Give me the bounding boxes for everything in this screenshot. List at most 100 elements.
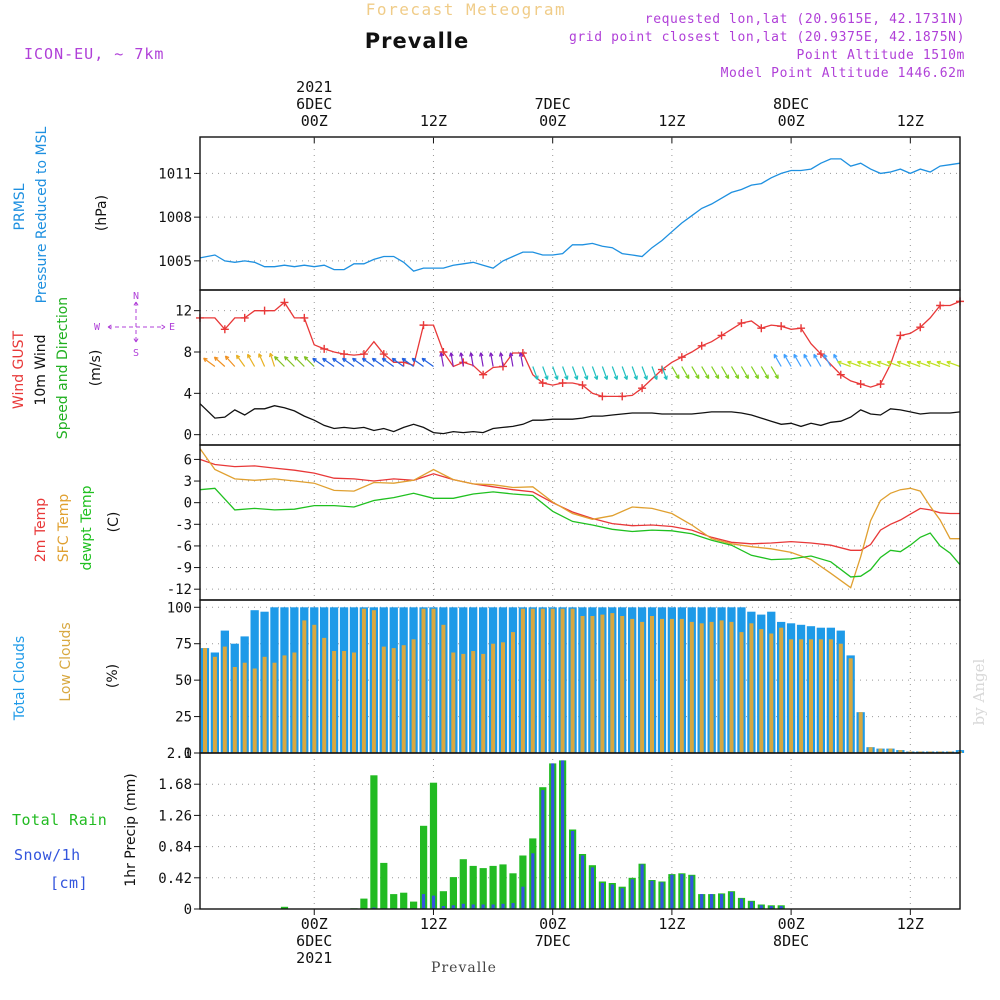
wind-arrow	[926, 360, 941, 368]
wind-arrow	[269, 352, 276, 367]
top-time-label: 12Z	[658, 112, 685, 130]
top-time-label: 00Z	[539, 112, 566, 130]
low-clouds-bar	[262, 656, 267, 753]
snow-bar	[660, 882, 664, 909]
top-time-label: 12Z	[420, 112, 447, 130]
watermark: by Angel	[970, 658, 988, 725]
wind-arrow	[552, 366, 559, 381]
prmsl-label: PRMSL	[12, 183, 28, 230]
snow-bar	[729, 891, 734, 909]
low-clouds-bar	[918, 751, 923, 753]
low-clouds-bar	[570, 608, 575, 753]
low-clouds-bar	[868, 747, 873, 753]
series-line-prmsl	[199, 158, 961, 272]
snow-bar	[541, 790, 545, 909]
low-clouds-bar	[381, 646, 386, 753]
gust-point	[379, 350, 388, 359]
low-clouds-bar	[878, 748, 883, 753]
panel-wind: 0 4 8 12	[175, 289, 964, 446]
chart-panels: 10051008101104812-12-9-6-303602550751000…	[158, 136, 965, 918]
gust-point	[737, 319, 746, 328]
wind-arrow	[661, 366, 668, 381]
snow-bar	[451, 905, 455, 909]
snow-bar	[720, 894, 724, 909]
panel-frame	[199, 752, 961, 910]
bottom-time-label: 12Z	[420, 915, 447, 933]
wind-arrow	[489, 352, 494, 367]
low-clouds-bar	[590, 616, 595, 753]
point-altitude: Point Altitude 1510m	[796, 48, 965, 63]
bottom-time-label: 12Z	[897, 915, 924, 933]
wind-arrow	[341, 357, 355, 367]
ytick-label: 1008	[158, 210, 192, 226]
snow-bar	[769, 906, 773, 909]
low-clouds-bar	[908, 751, 913, 753]
wind-arrow	[391, 357, 405, 367]
wind-arrow	[936, 360, 951, 368]
low-clouds-bar	[630, 618, 635, 753]
wind-speed-dir-label: Speed and Direction	[55, 297, 71, 439]
pressure-msl-label: Pressure Reduced to MSL	[34, 126, 50, 303]
low-clouds-bar	[342, 651, 347, 753]
ytick-label: 1005	[158, 254, 192, 270]
ytick-label: -9	[175, 561, 192, 577]
low-clouds-bar	[828, 639, 833, 753]
snow-bar	[670, 874, 674, 909]
top-time-label: 6DEC	[296, 95, 332, 113]
series-line-2m-temp	[199, 458, 960, 551]
snow-label: Snow/1h	[14, 846, 81, 864]
wind-10m-label: 10m Wind	[33, 334, 49, 405]
ytick-label: -6	[175, 539, 192, 555]
snow-bar	[421, 894, 426, 909]
wind-arrow	[258, 353, 266, 367]
ytick-label: 75	[175, 637, 192, 653]
low-clouds-bar	[600, 614, 605, 753]
pressure-labels: PRMSL Pressure Reduced to MSL (hPa)	[12, 126, 110, 303]
low-clouds-bar	[252, 668, 257, 753]
low-clouds-bar	[471, 651, 476, 753]
gust-point	[936, 301, 945, 310]
ytick-label: 6	[184, 452, 192, 468]
snow-bar	[620, 888, 624, 909]
model-altitude: Model Point Altitude 1446.62m	[721, 66, 965, 81]
low-clouds-bar	[451, 652, 456, 753]
wind-arrow	[498, 352, 504, 367]
low-clouds-bar	[441, 624, 446, 753]
wind-arrow	[691, 366, 700, 380]
compass-s: S	[133, 348, 139, 359]
gust-point	[220, 325, 229, 334]
bottom-time-label: 8DEC	[773, 932, 809, 950]
gust-point	[260, 306, 269, 315]
snow-bar	[759, 905, 763, 909]
gust-point	[697, 341, 706, 350]
low-clouds-bar	[212, 656, 217, 753]
gust-point	[876, 380, 885, 389]
compass-e: E	[169, 322, 175, 333]
low-clouds-bar	[530, 608, 535, 753]
temp-unit: (C)	[106, 512, 122, 533]
wind-arrow	[213, 356, 226, 367]
wind-arrow	[332, 357, 345, 367]
wind-arrow	[773, 353, 782, 367]
low-clouds-bar	[938, 751, 943, 753]
ytick-label: 0.84	[158, 840, 192, 856]
gust-point	[578, 381, 587, 390]
low-clouds-bar	[322, 637, 327, 753]
wind-arrow	[750, 366, 759, 380]
temp-sfc-label: SFC Temp	[56, 494, 72, 563]
model-label: ICON-EU, ~ 7km	[24, 45, 164, 63]
snow-bar	[501, 903, 505, 909]
wind-arrow	[701, 366, 710, 380]
gust-point	[916, 323, 925, 332]
low-clouds-bar	[848, 658, 853, 753]
ytick-label: 25	[175, 710, 192, 726]
wind-arrow	[711, 366, 720, 380]
wind-arrow	[823, 353, 832, 367]
low-clouds-bar	[481, 653, 486, 753]
compass-cross	[107, 301, 166, 343]
wind-arrow	[361, 357, 375, 367]
wind-arrow	[293, 356, 305, 367]
series-line-10m-wind	[199, 403, 961, 435]
